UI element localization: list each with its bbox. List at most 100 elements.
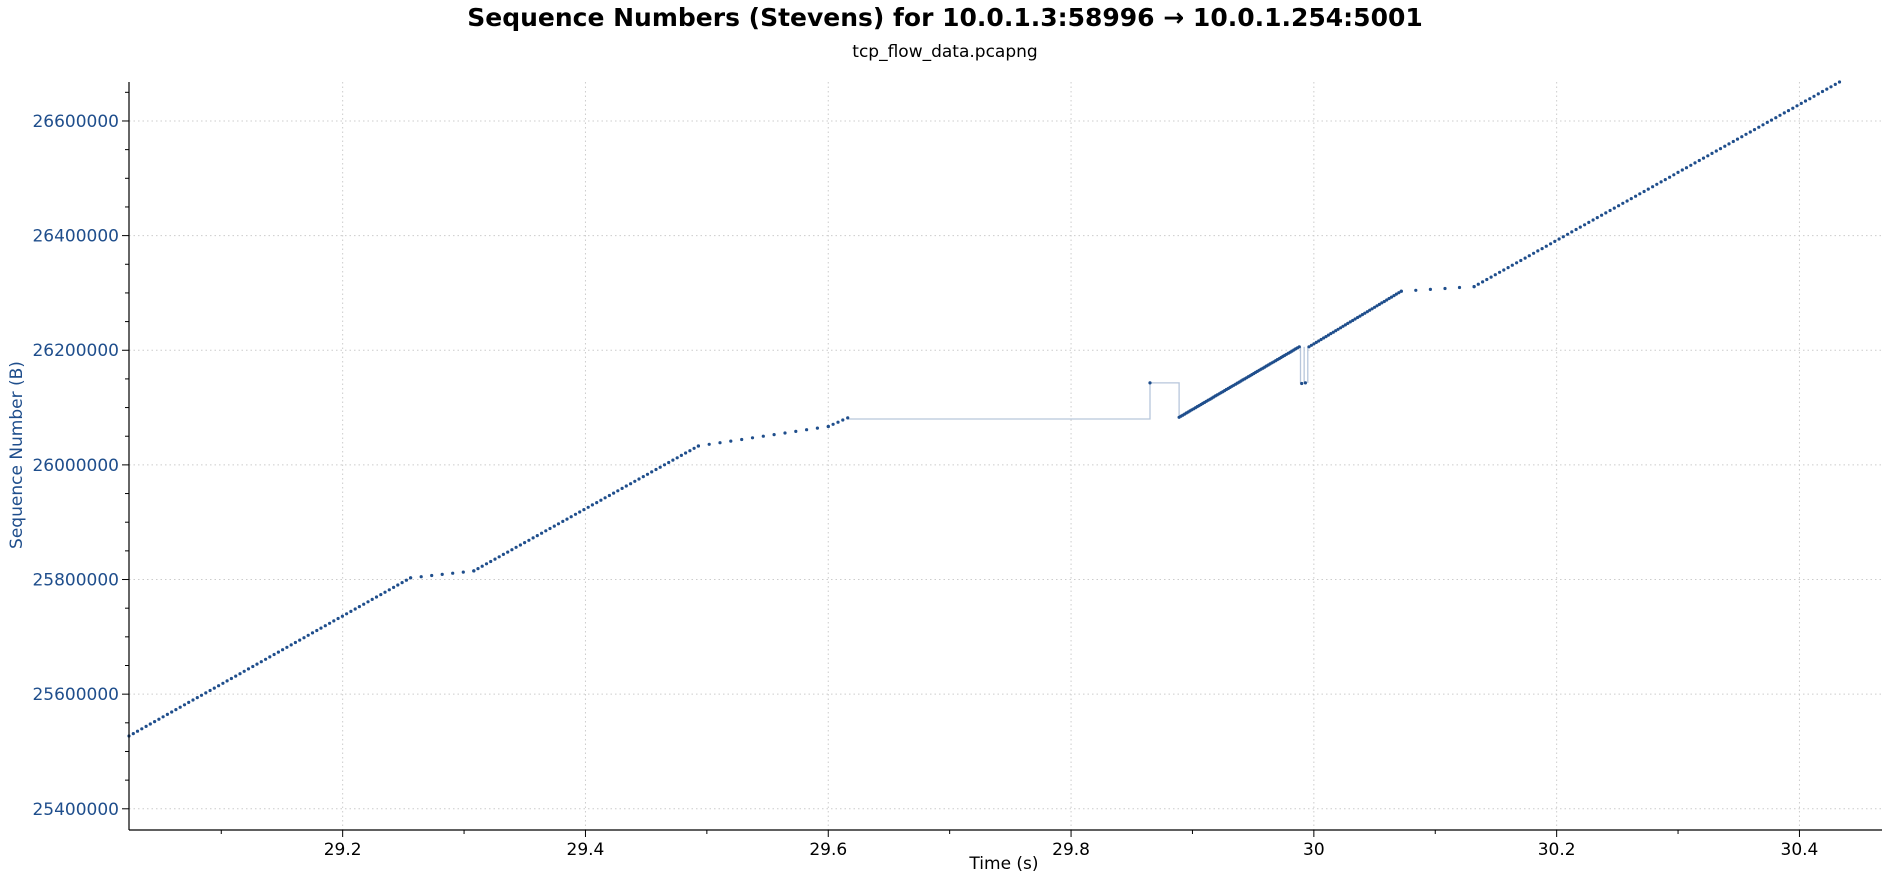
data-point [1825, 87, 1829, 91]
data-point [336, 616, 340, 621]
data-point [607, 493, 612, 498]
data-point [1324, 335, 1328, 339]
data-point [1659, 180, 1663, 184]
data-point [1668, 175, 1672, 179]
data-point [1385, 298, 1389, 302]
data-point [298, 638, 302, 642]
y-tick-label: 26000000 [32, 456, 119, 476]
data-point [195, 696, 199, 700]
data-point [1795, 104, 1799, 108]
data-point [1600, 213, 1604, 217]
data-point [157, 717, 161, 721]
data-point [259, 660, 263, 664]
data-point [217, 684, 221, 688]
data-point [357, 605, 361, 609]
data-point [761, 434, 765, 438]
data-point [1837, 80, 1842, 84]
data-point [1317, 339, 1321, 343]
data-point [242, 669, 246, 673]
data-point [578, 510, 582, 514]
data-point [1617, 204, 1621, 208]
data-point [362, 602, 366, 606]
data-point [1329, 332, 1333, 336]
data-point [264, 657, 268, 661]
data-point [1761, 123, 1765, 127]
data-point [729, 439, 733, 443]
data-point [658, 465, 662, 469]
data-point [1676, 170, 1680, 174]
data-point [565, 517, 569, 521]
data-point [404, 578, 408, 582]
data-point [1608, 208, 1612, 213]
series-layer [127, 80, 1842, 738]
data-point [662, 463, 667, 467]
x-tick-label: 29.2 [324, 840, 362, 860]
data-point [696, 444, 701, 448]
data-point [489, 559, 493, 564]
data-point [409, 576, 413, 580]
data-point [573, 512, 578, 516]
data-point [1472, 285, 1476, 289]
data-point [332, 619, 336, 623]
data-point [419, 575, 423, 579]
data-point [1368, 308, 1372, 312]
connector-line [847, 382, 1180, 420]
x-tick-label: 30.2 [1538, 840, 1576, 860]
data-point [255, 662, 259, 666]
data-point [379, 593, 383, 597]
data-point [1346, 321, 1350, 325]
data-point [1731, 139, 1735, 144]
data-point [772, 433, 776, 437]
data-point [1387, 296, 1391, 301]
data-point [1625, 199, 1629, 203]
data-point [641, 475, 645, 479]
data-point [1735, 137, 1740, 141]
data-point [1373, 305, 1377, 309]
data-point [1791, 106, 1795, 110]
data-point [400, 581, 404, 585]
data-point [1799, 101, 1803, 105]
data-point [1549, 242, 1553, 246]
data-point [527, 538, 531, 542]
data-point [1370, 307, 1374, 311]
data-point [675, 456, 679, 460]
data-point [629, 482, 633, 486]
data-point [1812, 94, 1816, 98]
data-point [1485, 277, 1489, 282]
data-point [1428, 287, 1432, 291]
data-point [1663, 178, 1667, 182]
data-point [1457, 285, 1462, 290]
x-tick-label: 29.6 [809, 840, 847, 860]
data-point [569, 515, 573, 519]
data-point [1356, 315, 1360, 320]
data-point [831, 422, 835, 426]
x-tick-label: 30.4 [1781, 840, 1819, 860]
data-point [1375, 304, 1379, 308]
data-point [1476, 282, 1480, 286]
x-tick-label: 30 [1303, 840, 1325, 860]
data-point [1360, 313, 1364, 317]
data-point [523, 541, 527, 545]
data-point [484, 562, 489, 566]
data-point [1314, 340, 1318, 344]
data-point [302, 636, 306, 640]
data-point [293, 640, 297, 645]
data-point [199, 693, 204, 697]
data-point [1351, 318, 1355, 323]
data-point [1820, 89, 1825, 94]
data-point [1397, 291, 1401, 295]
data-point [374, 595, 379, 599]
data-point [750, 436, 755, 440]
data-point [740, 437, 744, 442]
data-point [135, 729, 140, 733]
chart-title: Sequence Numbers (Stevens) for 10.0.1.3:… [467, 3, 1423, 32]
data-point [221, 681, 225, 685]
data-point [612, 491, 616, 495]
data-point [268, 655, 272, 659]
data-point [1561, 235, 1565, 239]
data-point [1489, 275, 1493, 279]
data-point [531, 536, 535, 540]
data-point [783, 431, 787, 435]
data-point [586, 505, 590, 509]
